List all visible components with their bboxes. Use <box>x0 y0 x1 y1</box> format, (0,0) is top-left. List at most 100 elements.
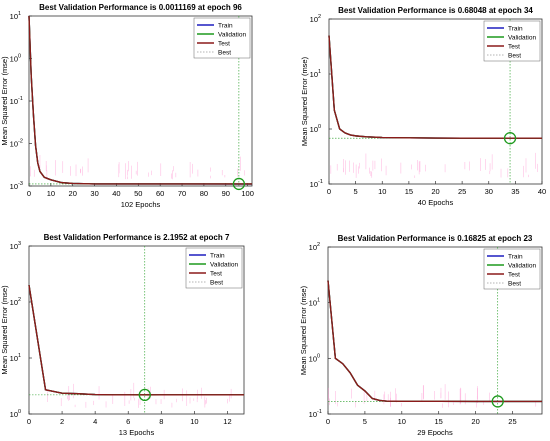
y-tick-base: 10 <box>10 97 18 106</box>
chart-title: Best Validation Performance is 0.68048 a… <box>338 6 533 15</box>
y-tick-exponent: -1 <box>318 179 323 185</box>
x-tick-label: 0 <box>326 417 330 426</box>
legend-label: Train <box>508 26 523 33</box>
y-tick-base: 10 <box>10 12 18 21</box>
legend-label: Validation <box>508 35 536 42</box>
legend-label: Test <box>508 272 520 279</box>
best-marker <box>503 132 517 145</box>
y-tick-base: 10 <box>10 55 18 64</box>
legend-label: Validation <box>210 262 238 269</box>
legend-label: Validation <box>218 32 246 39</box>
x-tick-label: 30 <box>90 189 98 198</box>
legend-label: Best <box>508 281 521 288</box>
series-line-test <box>28 15 252 185</box>
y-tick-exponent: 2 <box>318 14 321 20</box>
legend-label: Test <box>210 271 222 278</box>
y-tick-exponent: -1 <box>317 409 322 415</box>
x-tick-label: 10 <box>378 187 386 196</box>
y-tick-exponent: 0 <box>18 409 21 415</box>
y-tick-exponent: 2 <box>317 242 320 248</box>
x-tick-label: 25 <box>508 417 516 426</box>
x-tick-label: 15 <box>405 187 413 196</box>
x-axis-label: 102 Epochs <box>121 200 161 209</box>
y-axis-label: Mean Squared Error (mse) <box>0 285 9 375</box>
best-marker <box>138 388 151 402</box>
legend: Train Validation Test Best <box>483 20 541 62</box>
y-tick-base: 10 <box>10 298 18 307</box>
x-tick-label: 20 <box>471 417 479 426</box>
legend-label: Train <box>508 254 523 261</box>
x-tick-label: 0 <box>27 417 31 426</box>
y-tick-base: 10 <box>309 410 317 419</box>
x-tick-label: 40 <box>112 189 120 198</box>
chart-title: Best Validation Performance is 0.16825 a… <box>338 234 533 243</box>
x-tick-label: 12 <box>223 417 231 426</box>
y-tick-base: 10 <box>310 180 318 189</box>
x-tick-label: 100 <box>241 189 254 198</box>
x-axis-label: 29 Epochs <box>417 428 453 436</box>
legend-label: Train <box>210 253 225 260</box>
y-tick-base: 10 <box>10 354 18 363</box>
y-tick-exponent: 1 <box>317 298 320 304</box>
legend-label: Train <box>218 23 233 30</box>
chart-panel-1: Best Validation Performance is 0.0011169… <box>0 3 254 209</box>
x-tick-label: 80 <box>200 189 208 198</box>
x-tick-label: 0 <box>327 187 331 196</box>
x-tick-label: 40 <box>538 187 546 196</box>
x-tick-label: 0 <box>27 189 31 198</box>
legend-label: Validation <box>508 263 536 270</box>
best-marker <box>232 177 246 191</box>
y-tick-base: 10 <box>309 354 317 363</box>
best-marker <box>491 395 504 408</box>
y-tick-base: 10 <box>10 182 18 191</box>
legend-label: Best <box>508 53 521 60</box>
legend-label: Best <box>218 50 231 57</box>
y-tick-base: 10 <box>10 410 18 419</box>
x-tick-label: 20 <box>69 189 77 198</box>
y-tick-base: 10 <box>310 70 318 79</box>
legend-label: Test <box>218 41 230 48</box>
y-tick-exponent: 0 <box>318 124 321 130</box>
x-tick-label: 90 <box>222 189 230 198</box>
x-tick-label: 20 <box>431 187 439 196</box>
x-tick-label: 60 <box>156 189 164 198</box>
y-axis-label: Mean Squared Error (mse) <box>0 56 9 146</box>
noise-spikes <box>330 152 538 178</box>
y-tick-exponent: 1 <box>18 11 21 17</box>
legend-label: Test <box>508 44 520 51</box>
chart-panel-4: Best Validation Performance is 0.16825 a… <box>299 234 543 437</box>
series-line-test <box>327 280 542 403</box>
chart-panel-3: Best Validation Performance is 2.1952 at… <box>0 233 245 437</box>
noise-spikes <box>30 155 245 180</box>
x-tick-label: 5 <box>363 417 367 426</box>
x-tick-label: 5 <box>354 187 358 196</box>
x-tick-label: 35 <box>511 187 519 196</box>
y-tick-exponent: 0 <box>18 54 21 60</box>
y-tick-base: 10 <box>10 140 18 149</box>
x-tick-label: 10 <box>47 189 55 198</box>
series-line-test <box>28 285 244 396</box>
y-tick-base: 10 <box>309 243 317 252</box>
chart-title: Best Validation Performance is 2.1952 at… <box>44 233 230 242</box>
x-tick-label: 10 <box>398 417 406 426</box>
x-tick-label: 2 <box>60 417 64 426</box>
legend-label: Best <box>210 280 223 287</box>
y-tick-exponent: -3 <box>18 181 23 187</box>
x-tick-label: 15 <box>435 417 443 426</box>
x-tick-label: 25 <box>458 187 466 196</box>
x-tick-label: 4 <box>93 417 97 426</box>
y-axis-label: Mean Squared Error (mse) <box>299 285 308 375</box>
x-tick-label: 30 <box>485 187 493 196</box>
y-tick-exponent: 1 <box>318 69 321 75</box>
y-tick-base: 10 <box>310 125 318 134</box>
x-tick-label: 6 <box>126 417 130 426</box>
series-line-test <box>328 35 542 139</box>
legend: Train Validation Test Best <box>185 247 243 289</box>
y-axis-label: Mean Squared Error (mse) <box>300 56 309 146</box>
legend: Train Validation Test Best <box>193 17 251 59</box>
chart-title: Best Validation Performance is 0.0011169… <box>39 3 242 12</box>
y-tick-exponent: 3 <box>18 241 21 247</box>
y-tick-base: 10 <box>10 242 18 251</box>
